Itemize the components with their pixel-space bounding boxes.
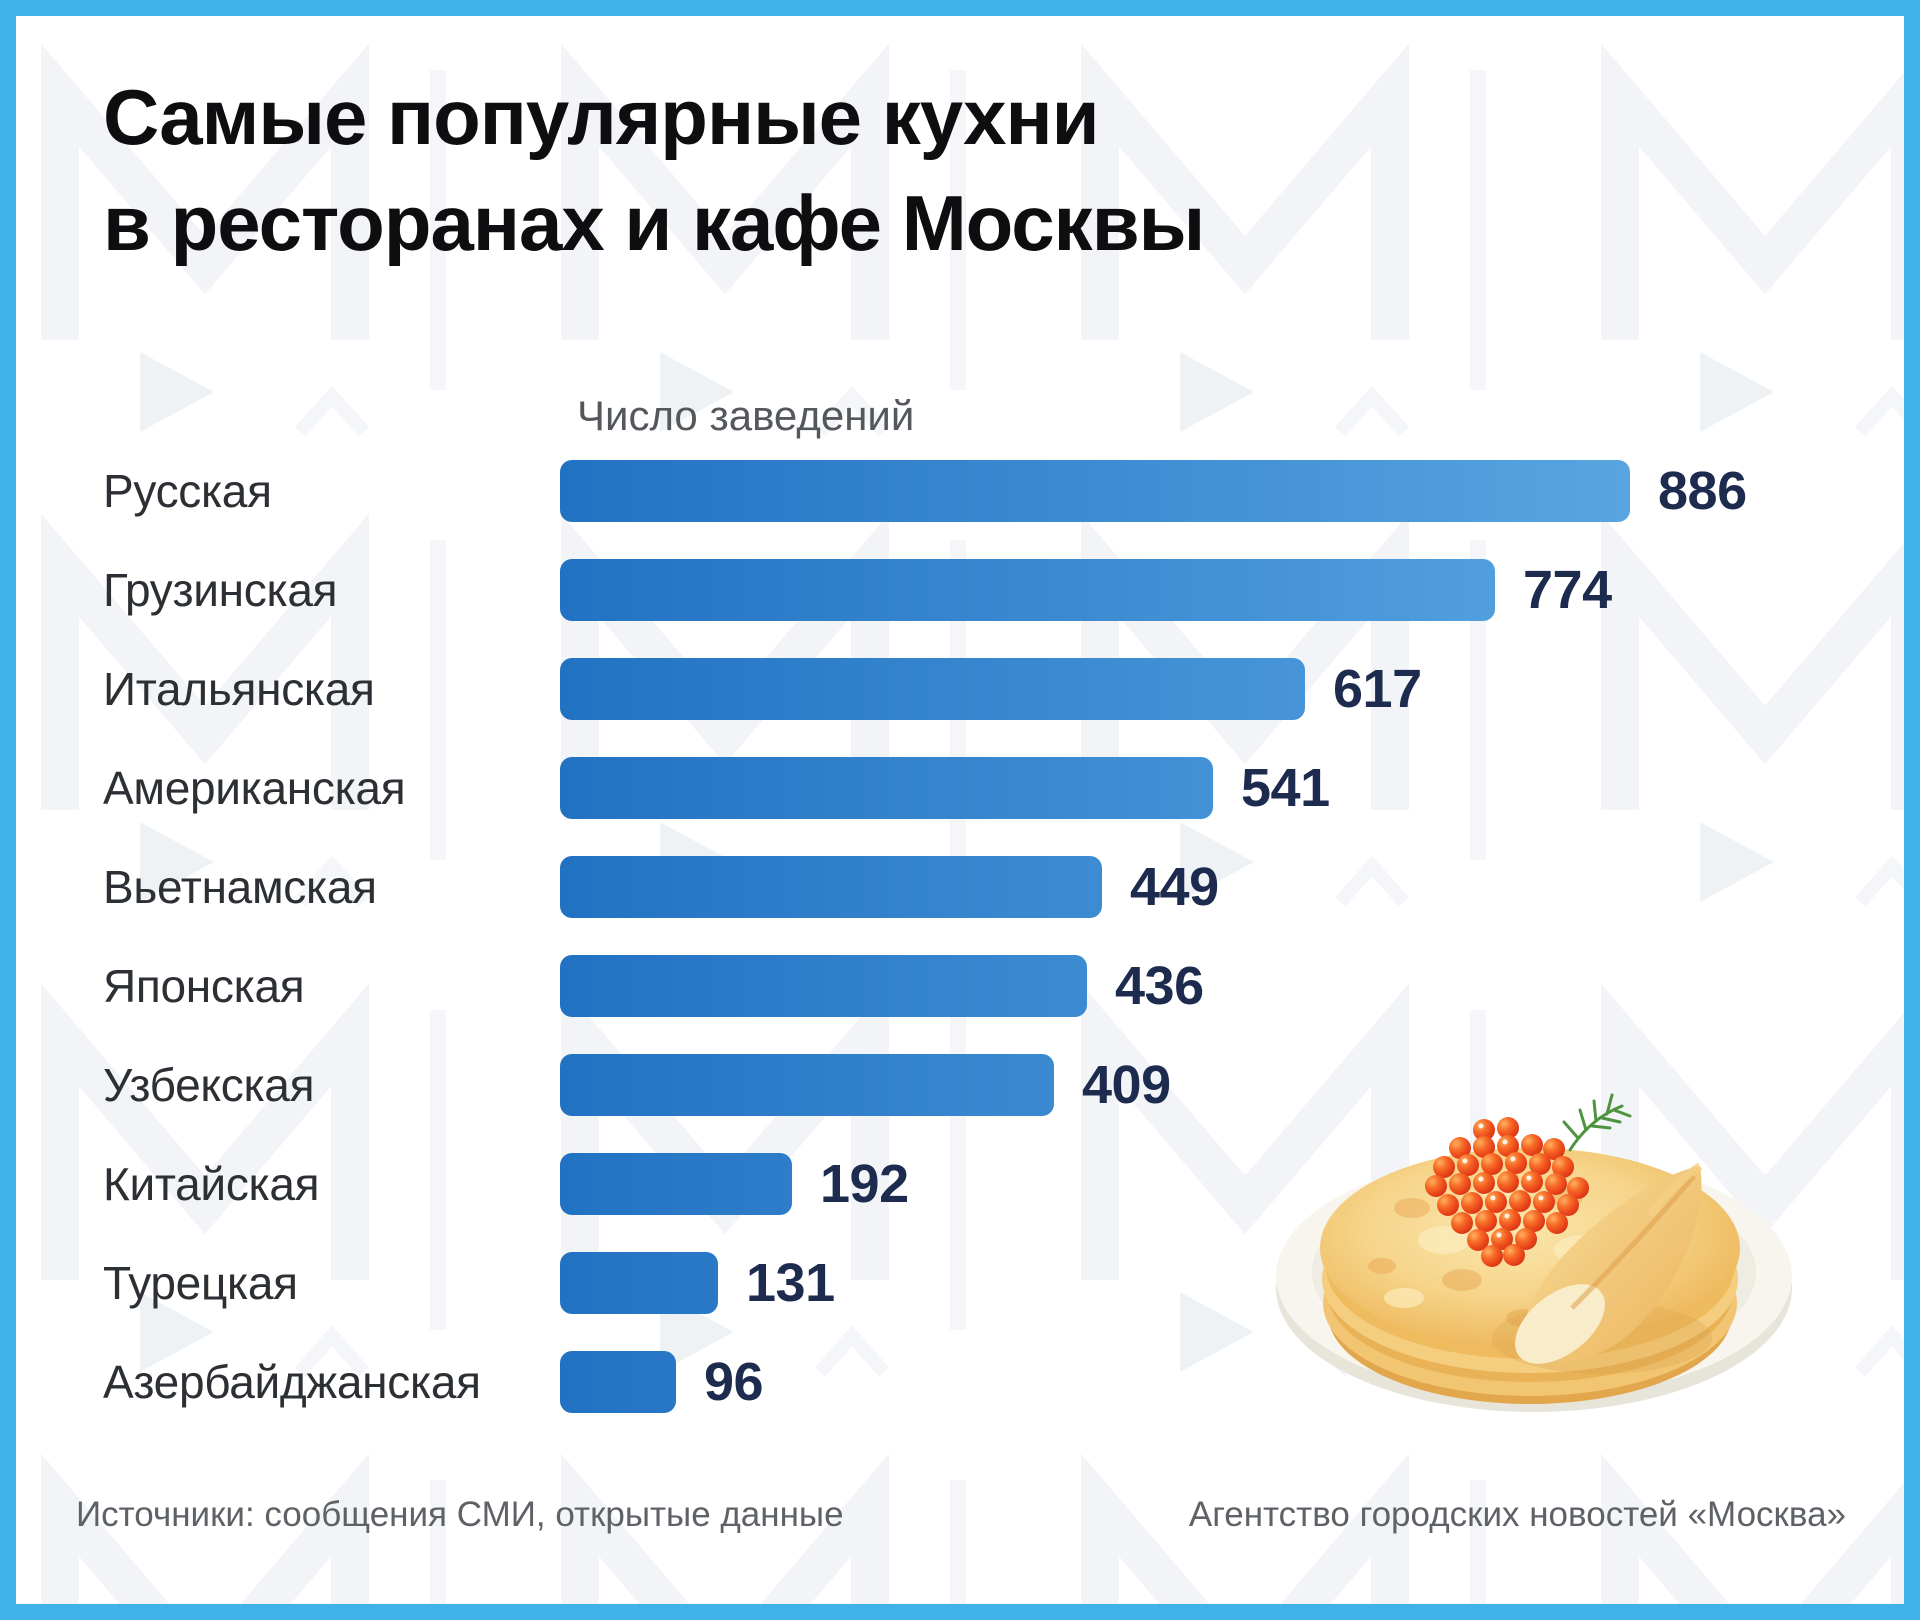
- bar: [560, 954, 1087, 1017]
- category-label: Китайская: [103, 1157, 320, 1210]
- value-label: 96: [704, 1351, 764, 1412]
- value-label: 192: [820, 1153, 909, 1214]
- value-label: 131: [746, 1252, 835, 1313]
- rolled-pancake: [1492, 1162, 1712, 1374]
- category-label: Американская: [103, 761, 406, 814]
- value-label: 449: [1130, 856, 1219, 917]
- chart-row: Вьетнамская 449: [103, 837, 1853, 936]
- chart-row: Русская 886: [103, 441, 1853, 540]
- bar: [560, 1152, 792, 1215]
- value-axis-label: Число заведений: [577, 392, 915, 439]
- caviar-highlights: [1462, 1123, 1544, 1238]
- title-line-1: Самые популярные кухни: [103, 73, 1100, 161]
- bar: [560, 1053, 1054, 1116]
- value-label: 774: [1523, 559, 1612, 620]
- value-label: 409: [1082, 1054, 1171, 1115]
- value-label: 617: [1333, 658, 1422, 719]
- chart-row: Грузинская 774: [103, 540, 1853, 639]
- value-label: 436: [1115, 955, 1204, 1016]
- bar: [560, 756, 1213, 819]
- bar: [560, 855, 1102, 918]
- value-label: 886: [1658, 460, 1747, 521]
- chart-row: Американская 541: [103, 738, 1853, 837]
- category-label: Узбекская: [103, 1058, 315, 1111]
- footer-agency: Агентство городских новостей «Москва»: [1188, 1495, 1846, 1534]
- value-label: 541: [1241, 757, 1330, 818]
- category-label: Итальянская: [103, 662, 375, 715]
- bar: [560, 657, 1305, 720]
- chart-row: Турецкая 131: [103, 1233, 1853, 1332]
- chart-row: Азербайджанская 96: [103, 1332, 1853, 1431]
- chart-row: Узбекская 409: [103, 1035, 1853, 1134]
- footer: Источники: сообщения СМИ, открытые данны…: [76, 1492, 1846, 1538]
- pancakes-illustration: [1276, 1093, 1792, 1412]
- category-label: Русская: [103, 464, 272, 517]
- category-label: Грузинская: [103, 563, 338, 616]
- bar-rows: Русская 886 Грузинская 774 Итальянская 6…: [103, 441, 1853, 1431]
- page-title: Самые популярные кухни в ресторанах и ка…: [103, 64, 1205, 276]
- bar: [560, 558, 1495, 621]
- chart-row: Японская 436: [103, 936, 1853, 1035]
- category-label: Турецкая: [103, 1256, 298, 1309]
- caviar: [1425, 1117, 1589, 1267]
- chart-row: Китайская 192: [103, 1134, 1853, 1233]
- bar: [560, 1251, 718, 1314]
- footer-sources: Источники: сообщения СМИ, открытые данны…: [76, 1495, 844, 1534]
- bar: [560, 1350, 676, 1413]
- category-label: Азербайджанская: [103, 1355, 481, 1408]
- bar: [560, 459, 1630, 522]
- category-label: Японская: [103, 959, 305, 1012]
- category-label: Вьетнамская: [103, 860, 377, 913]
- chart-row: Итальянская 617: [103, 639, 1853, 738]
- dill-sprig: [1562, 1093, 1632, 1152]
- title-line-2: в ресторанах и кафе Москвы: [103, 179, 1205, 267]
